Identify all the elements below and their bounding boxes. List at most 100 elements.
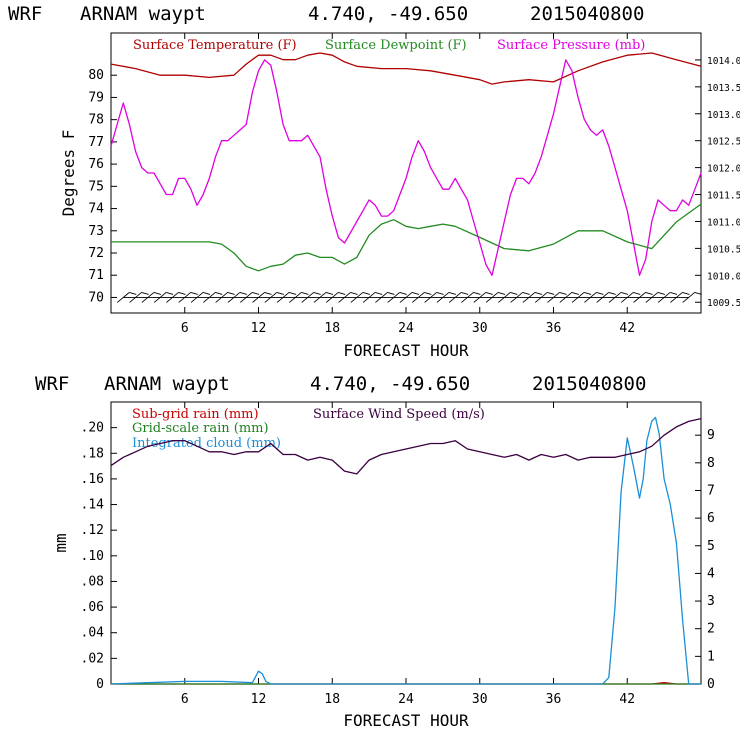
bottom-y2-tick-label: 4 [707, 566, 715, 581]
top-header-model: WRF [8, 3, 42, 25]
wind-barb-feather [202, 292, 211, 295]
wind-barb-feather [129, 292, 137, 295]
top-y-tick-label: 71 [88, 268, 104, 283]
wind-barb-feather [387, 292, 395, 295]
bottom-header-coords: 4.740, -49.650 [310, 373, 470, 395]
bottom-y2-tick-label: 5 [707, 539, 715, 554]
top-axis-ticks: 6 12 18 24 30 36 42 70 71 72 73 74 75 76 77 78 79 80 1009.… [88, 33, 740, 336]
top-series-surface-dewpoint-f [111, 203, 702, 272]
top-y-tick-label: 75 [88, 179, 104, 194]
wind-barb-feather [645, 292, 653, 295]
wind-barb-feather [239, 292, 248, 295]
wind-barb-feather [141, 292, 149, 295]
bottom-x-tick-label: 42 [619, 692, 635, 707]
wind-barb-feather [522, 292, 530, 295]
bottom-series-lines [110, 416, 702, 685]
top-header-station: ARNAM waypt [80, 3, 206, 25]
bottom-y2-tick-label: 7 [707, 483, 715, 498]
bottom-panel: WRF ARNAM waypt 4.740, -49.650 201504080… [35, 373, 715, 730]
bottom-y-tick-label: 0 [96, 677, 104, 692]
bottom-legend-gridscale-rain: Grid-scale rain (mm) [132, 421, 269, 436]
top-y2-tick-label: 1013.0 [707, 110, 740, 121]
wind-barb-feather [313, 292, 321, 295]
top-y-tick-label: 76 [88, 157, 104, 172]
bottom-y-tick-label: .08 [81, 574, 104, 589]
top-y-tick-label: 77 [88, 135, 104, 150]
wind-barb-feather [633, 292, 641, 295]
bottom-series-surface-wind-speed-m-s [110, 417, 702, 475]
wind-barb-feather [547, 292, 555, 295]
bottom-y-tick-label: .20 [81, 421, 104, 436]
top-y2-tick-label: 1011.0 [707, 217, 740, 228]
bottom-y-tick-label: .18 [81, 446, 104, 461]
wind-barb-feather [583, 292, 592, 295]
top-x-tick-label: 36 [546, 321, 562, 336]
bottom-y-axis-title: mm [51, 533, 70, 552]
top-x-tick-label: 18 [324, 321, 340, 336]
wind-barb-feather [325, 292, 334, 295]
top-y2-tick-label: 1009.5 [707, 298, 740, 309]
top-y-tick-label: 70 [88, 290, 104, 305]
top-x-tick-label: 6 [181, 321, 189, 336]
top-y-tick-label: 79 [88, 90, 104, 105]
top-y-tick-label: 80 [88, 68, 104, 83]
top-series-surface-temperature-f [110, 52, 702, 85]
top-x-tick-label: 24 [398, 321, 414, 336]
wind-barb-feather [399, 292, 407, 295]
wind-barb-feather [288, 292, 297, 295]
wind-barb-feather [461, 292, 469, 295]
bottom-x-tick-label: 18 [324, 692, 340, 707]
bottom-header-model: WRF [35, 373, 69, 395]
wind-barb-feather [596, 292, 604, 295]
wind-barb-feather [178, 292, 186, 295]
top-y-tick-label: 78 [88, 113, 104, 128]
wind-barb-feather [264, 292, 272, 295]
top-x-tick-label: 12 [251, 321, 267, 336]
top-plot-frame [110, 32, 702, 314]
wind-barb-feather [497, 292, 506, 295]
bottom-series-integrated-cloud-mm [110, 416, 701, 685]
wind-barb-feather [448, 292, 456, 295]
bottom-y2-tick-label: 3 [707, 594, 715, 609]
top-series-surface-pressure-mb [110, 59, 702, 276]
wind-barb-feather [620, 292, 629, 295]
top-x-tick-label: 42 [619, 321, 635, 336]
wind-barb-feather [670, 292, 678, 295]
bottom-x-tick-label: 24 [398, 692, 414, 707]
wind-barb-feather [166, 292, 174, 295]
bottom-legend-integrated-cloud: Integrated cloud (mm) [132, 436, 281, 451]
bottom-y-tick-label: .12 [81, 523, 104, 538]
wind-barb-feather [227, 292, 235, 295]
wind-barb-feather [350, 292, 358, 295]
top-header-coords: 4.740, -49.650 [308, 3, 468, 25]
bottom-x-axis-title: FORECAST HOUR [343, 711, 469, 730]
top-y2-tick-label: 1010.5 [707, 244, 740, 255]
top-legend-temperature: Surface Temperature (F) [133, 38, 297, 53]
top-y-tick-label: 74 [88, 202, 104, 217]
wind-barb-feather [694, 292, 702, 295]
bottom-y-tick-label: .02 [81, 651, 104, 666]
top-header-init: 2015040800 [530, 3, 644, 25]
wind-barb-feather [608, 292, 616, 295]
wind-barb-feather [301, 292, 309, 295]
wind-barb-feather [252, 292, 260, 295]
bottom-y2-tick-label: 6 [707, 511, 715, 526]
wind-barb-feather [682, 292, 690, 295]
top-y2-tick-label: 1014.0 [707, 56, 740, 67]
wind-barb-feather [362, 292, 370, 295]
wind-barb-feather [215, 292, 223, 295]
bottom-x-tick-label: 36 [546, 692, 562, 707]
bottom-header-station: ARNAM waypt [104, 373, 230, 395]
top-y2-tick-label: 1010.0 [707, 271, 740, 282]
bottom-y2-tick-label: 9 [707, 428, 715, 443]
wind-barb-feather [510, 292, 518, 295]
top-panel: WRF ARNAM waypt 4.740, -49.650 201504080… [8, 3, 740, 360]
wind-barb-feather [571, 292, 579, 295]
bottom-x-tick-label: 6 [181, 692, 189, 707]
bottom-x-tick-label: 12 [251, 692, 267, 707]
wind-barb-feather [559, 292, 567, 295]
bottom-y-tick-label: .14 [81, 498, 105, 513]
bottom-y-tick-label: .10 [81, 549, 104, 564]
wind-barb-feather [411, 292, 420, 295]
